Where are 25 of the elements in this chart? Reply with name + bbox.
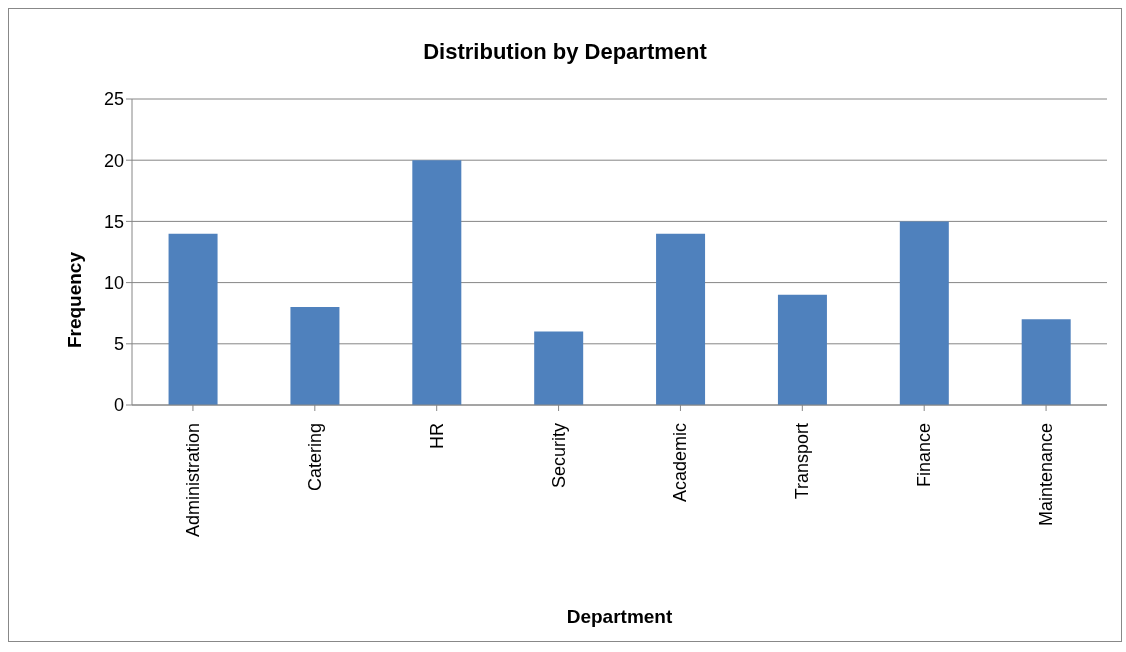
y-tick-label: 5 [113,334,124,355]
x-tick-label: HR [426,423,447,449]
x-tick-label: Academic [670,423,691,503]
x-tick-label: Finance [914,423,935,488]
chart-title: Distribution by Department [422,39,708,65]
y-tick-label: 25 [103,89,124,110]
y-tick-label: 15 [103,211,124,232]
x-tick-label: Maintenance [1036,423,1057,527]
bar [1021,319,1071,405]
bar [899,221,949,405]
y-tick-label: 20 [103,150,124,171]
x-axis-title: Department [566,606,673,627]
y-tick-label: 10 [103,272,124,293]
x-tick-label: Transport [792,423,813,500]
bar [412,160,462,405]
x-tick-label: Administration [182,423,203,538]
y-axis-title: Frequency [63,251,85,349]
bar [534,331,584,405]
bar [656,233,706,405]
y-tick-label: 0 [113,395,124,416]
x-tick-label: Security [548,423,569,489]
bar [777,294,827,405]
bar [168,233,218,405]
x-tick-label: Catering [304,423,325,492]
bar [290,307,340,405]
